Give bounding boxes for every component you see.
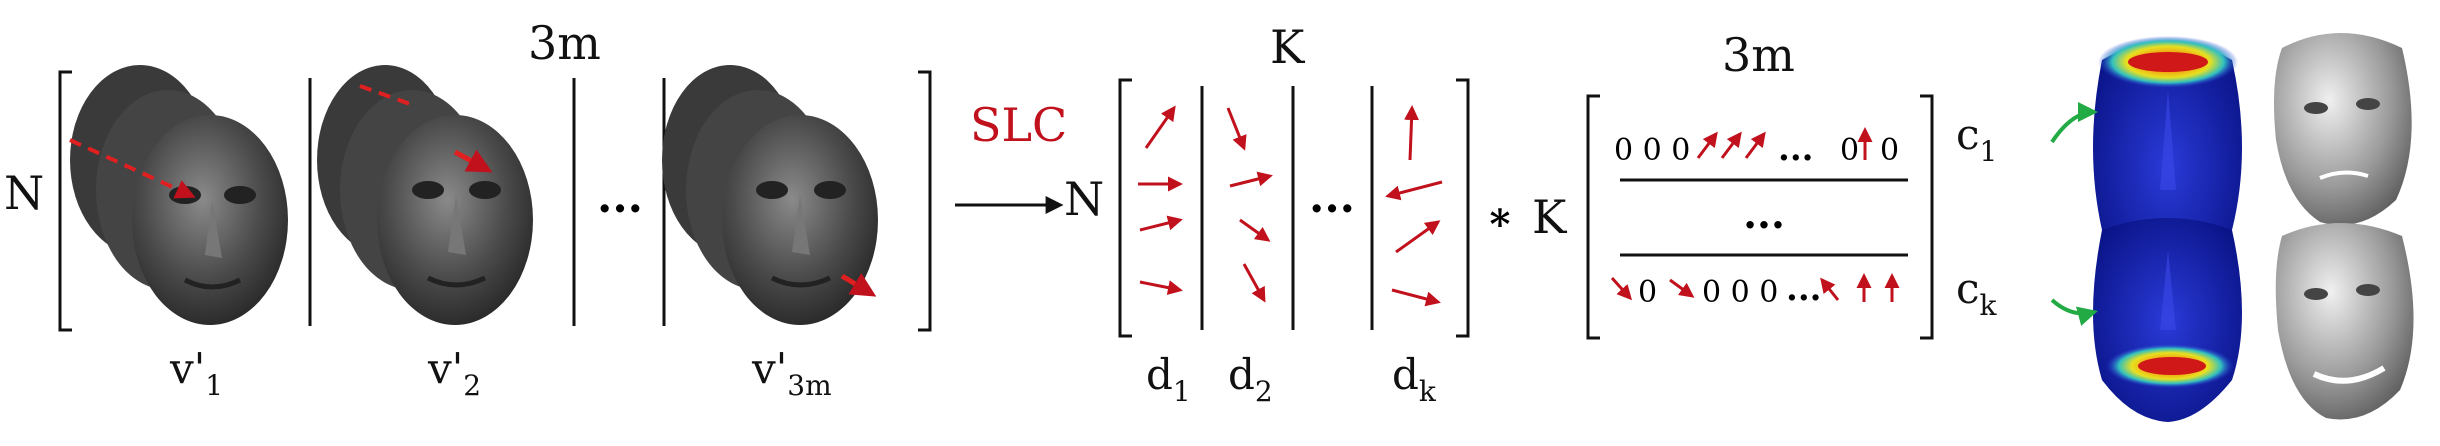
face-stack-2 xyxy=(317,65,533,325)
green-arrow-1 xyxy=(2050,102,2098,144)
row1-zero-tail: 0 xyxy=(1840,133,1859,168)
row-label-c1: c1 xyxy=(1956,110,1998,168)
middle-col-label: K xyxy=(1270,20,1305,74)
multiply-symbol: * xyxy=(1490,201,1511,248)
middle-ellipsis: ... xyxy=(1309,172,1355,223)
shaded-face-1 xyxy=(2274,33,2412,226)
right-col-label: 3m xyxy=(1722,28,1795,82)
rowk-zeros: 0 0 0 xyxy=(1702,275,1778,310)
row1-zero-end: 0 xyxy=(1880,133,1899,168)
right-bracket xyxy=(918,70,932,332)
slc-label: SLC xyxy=(970,98,1068,152)
middle-row-label: N xyxy=(1064,172,1105,226)
right-bracket xyxy=(1456,78,1470,338)
column-label-v3m: v'3m xyxy=(752,344,832,402)
left-bracket xyxy=(1118,78,1132,338)
row1-zeros: 0 0 0 xyxy=(1614,133,1690,168)
row-label-ck: ck xyxy=(1956,264,1997,322)
component-dk-arrows xyxy=(1385,105,1443,307)
rowk-ellipsis: ... xyxy=(1786,269,1822,309)
right-bracket xyxy=(1920,94,1934,340)
column-label-v1: v'1 xyxy=(170,344,224,402)
shaded-face-2 xyxy=(2275,223,2414,420)
green-arrow-2 xyxy=(2050,298,2098,326)
rows-ellipsis: ... xyxy=(1743,191,1785,238)
right-matrix: 0 0 0 ... 0 0 ... 0 0 0 0 ... xyxy=(1586,94,1934,340)
left-row-label: N xyxy=(4,166,45,220)
rowk-arrows xyxy=(1610,273,1900,302)
right-row-label: K xyxy=(1532,190,1567,244)
left-matrix: ... xyxy=(58,65,932,332)
heatmap-face-mouth xyxy=(2093,218,2242,422)
left-bracket xyxy=(1586,94,1600,340)
face-stack-1 xyxy=(69,65,288,325)
row1-arrows xyxy=(1696,127,1873,160)
column-label-v2: v'2 xyxy=(428,344,482,402)
component-d2-arrows xyxy=(1226,107,1273,303)
left-ellipsis: ... xyxy=(597,172,643,223)
middle-matrix: ... xyxy=(1118,78,1470,338)
row1-ellipsis: ... xyxy=(1778,129,1814,169)
face-stack-3 xyxy=(662,65,878,325)
rowk-zero: 0 xyxy=(1638,275,1657,310)
column-label-d1: d1 xyxy=(1146,350,1191,408)
column-label-dk: dk xyxy=(1392,350,1436,408)
component-d1-arrows xyxy=(1138,105,1183,296)
left-col-label: 3m xyxy=(528,16,601,70)
left-bracket xyxy=(58,70,72,332)
column-label-d2: d2 xyxy=(1228,350,1273,408)
